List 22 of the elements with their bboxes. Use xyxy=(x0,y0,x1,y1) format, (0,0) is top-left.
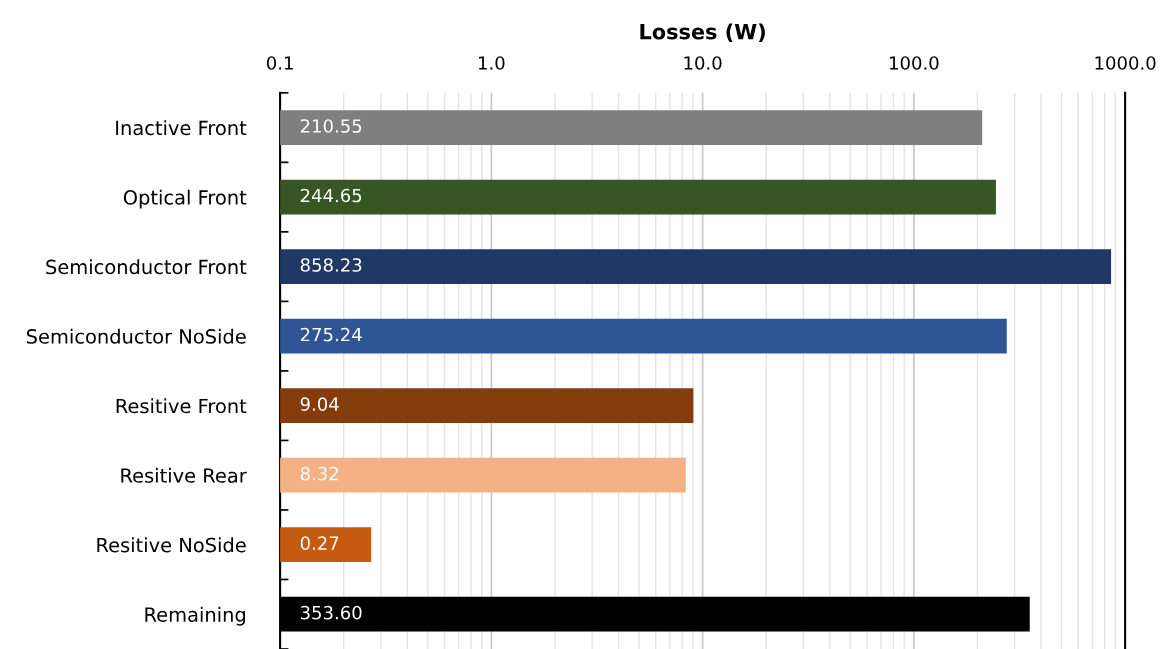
x-tick-label: 100.0 xyxy=(890,56,939,70)
data-label: 210.55 xyxy=(300,119,362,133)
y-tick-label: Semiconductor Front xyxy=(46,259,247,275)
y-tick-label: Inactive Front xyxy=(116,120,247,136)
y-tick-label: Semiconductor NoSide xyxy=(26,328,246,344)
x-tick-label: 0.1 xyxy=(266,56,293,70)
y-tick-label: Remaining xyxy=(145,606,246,626)
data-label: 0.27 xyxy=(300,536,339,550)
x-tick-label: 10.0 xyxy=(684,56,722,70)
x-tick-label: 1000.0 xyxy=(1095,56,1156,70)
data-label: 9.04 xyxy=(300,397,339,411)
x-tick-label: 1.0 xyxy=(478,56,505,70)
y-tick-label: Optical Front xyxy=(123,189,247,209)
data-label: 244.65 xyxy=(300,188,362,203)
data-label: 275.24 xyxy=(300,327,362,342)
x-axis-title: Losses (W) xyxy=(640,23,765,42)
data-label: 353.60 xyxy=(300,605,362,620)
data-label: 8.32 xyxy=(300,466,338,481)
y-tick-label: Resitive Rear xyxy=(121,467,247,483)
data-label: 858.23 xyxy=(300,258,362,272)
y-tick-label: Resitive Front xyxy=(116,398,247,414)
y-tick-label: Resitive NoSide xyxy=(97,537,246,553)
